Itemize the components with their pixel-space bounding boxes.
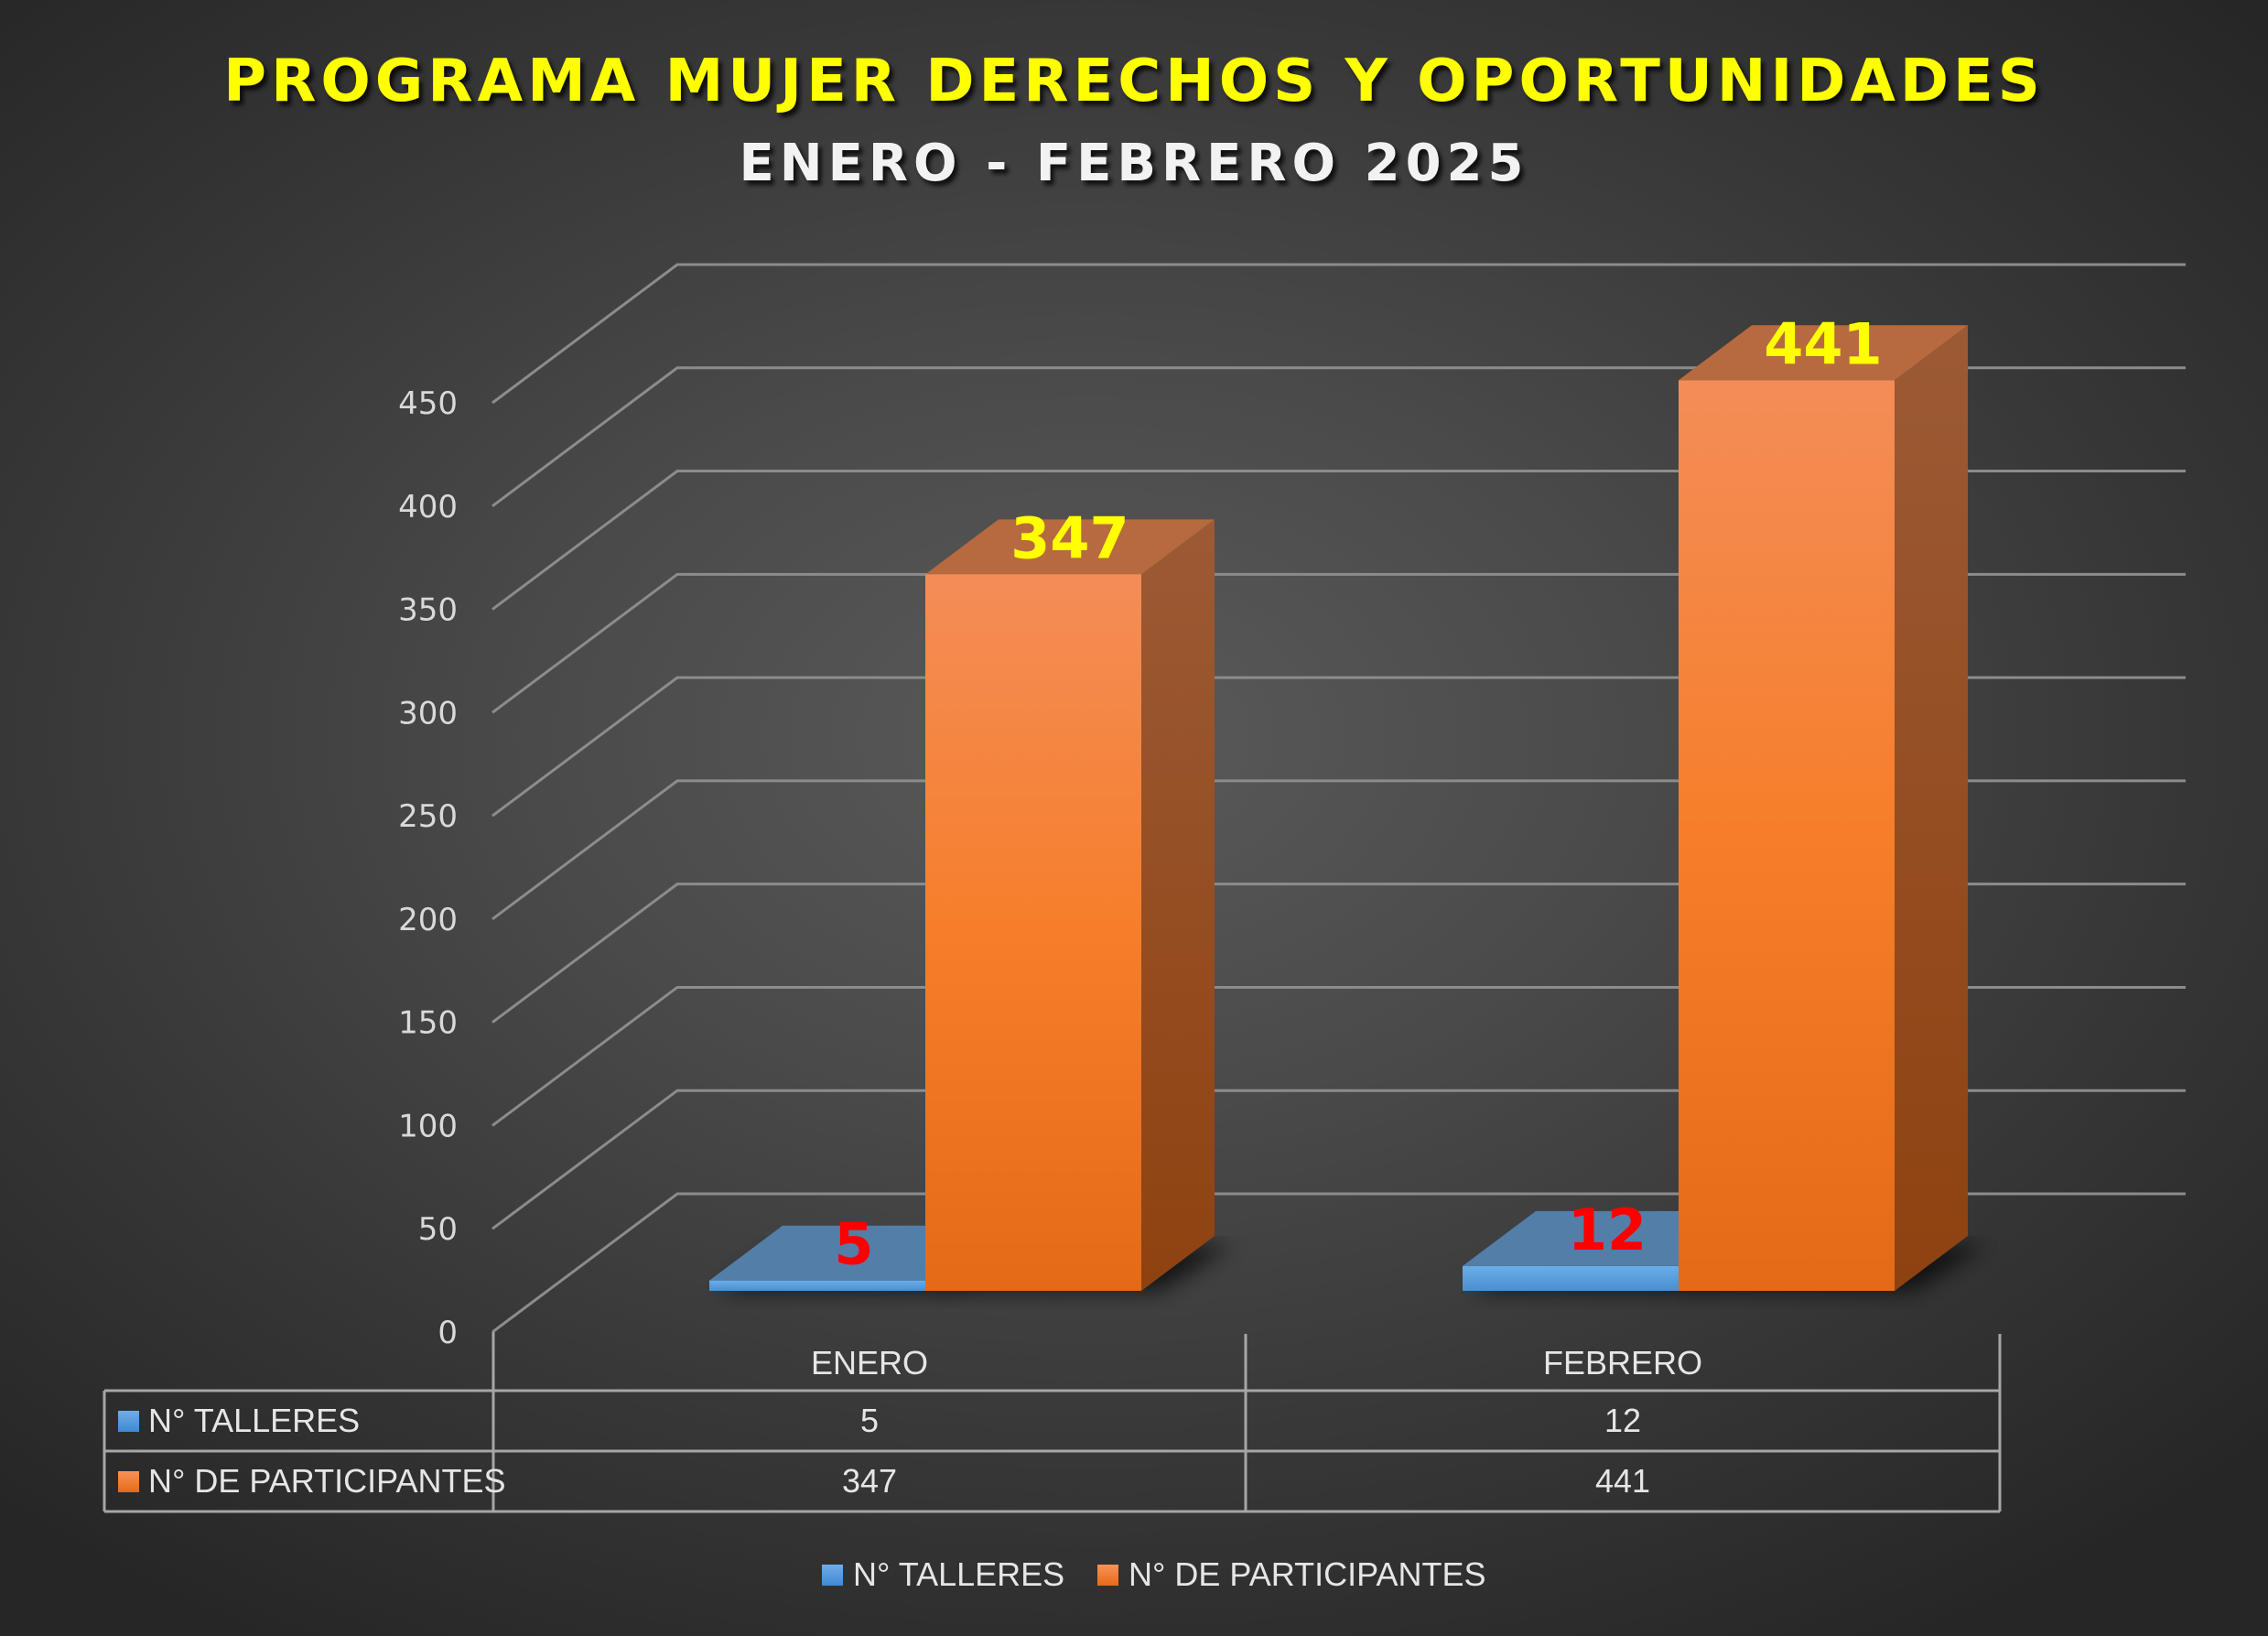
table-legend-key-icon	[118, 1471, 139, 1492]
chart-subtitle: ENERO - FEBRERO 2025	[739, 134, 1529, 193]
chart-title: PROGRAMA MUJER DERECHOS Y OPORTUNIDADES	[223, 48, 2045, 115]
legend-key-talleres-icon	[822, 1565, 843, 1586]
bar-talleres-febrero	[1463, 1265, 1679, 1291]
data-table: ENERO FEBRERO N° TALLERES 5 12 N° DE PARTICIP…	[103, 1332, 2002, 1513]
table-row-label: N° DE PARTICIPANTES	[148, 1462, 505, 1500]
gridline	[491, 263, 2186, 405]
y-tick-label: 150	[398, 1005, 458, 1042]
y-tick-label: 200	[398, 902, 458, 938]
y-axis-ticks: 0 50 100 150 200 250 300 350 400 450	[398, 385, 458, 1351]
bar-top-face	[1679, 325, 1968, 381]
bar-top-face	[925, 519, 1215, 575]
data-labels: 5 347 12 441	[834, 310, 1882, 1277]
y-tick-label: 0	[437, 1315, 458, 1351]
data-label: 441	[1764, 310, 1882, 377]
y-tick-label: 250	[398, 798, 458, 835]
table-cell: 12	[1604, 1402, 1641, 1439]
table-cell: 347	[842, 1462, 897, 1500]
table-legend-key-icon	[118, 1411, 139, 1432]
gridline	[491, 366, 2186, 507]
data-label: 12	[1568, 1197, 1647, 1263]
bar-participantes-enero	[925, 574, 1141, 1291]
bar-side-face	[1141, 519, 1215, 1291]
bar-side-face	[1895, 325, 1968, 1291]
legend-key-participantes-icon	[1097, 1565, 1118, 1586]
legend-item-label: N° TALLERES	[853, 1555, 1064, 1593]
data-label: 347	[1010, 504, 1129, 571]
y-tick-label: 300	[398, 695, 458, 731]
y-tick-label: 400	[398, 489, 458, 525]
table-cell: 5	[860, 1402, 879, 1439]
bars	[709, 325, 1986, 1291]
y-tick-label: 100	[398, 1108, 458, 1144]
legend: N° TALLERES N° DE PARTICIPANTES	[822, 1555, 1485, 1593]
legend-item-label: N° DE PARTICIPANTES	[1129, 1555, 1485, 1593]
y-tick-label: 50	[418, 1211, 458, 1248]
table-column-header: ENERO	[811, 1344, 928, 1381]
data-label: 5	[834, 1211, 873, 1278]
table-column-header: FEBRERO	[1543, 1344, 1702, 1381]
y-tick-label: 450	[398, 385, 458, 422]
bar-participantes-febrero	[1679, 380, 1895, 1291]
table-cell: 441	[1595, 1462, 1650, 1500]
y-tick-label: 350	[398, 592, 458, 629]
table-row-label: N° TALLERES	[148, 1402, 360, 1439]
bar-talleres-enero	[709, 1280, 925, 1291]
